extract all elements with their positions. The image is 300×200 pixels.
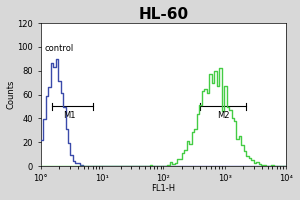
Text: control: control	[44, 44, 74, 53]
Text: M2: M2	[217, 111, 229, 120]
Title: HL-60: HL-60	[138, 7, 188, 22]
Text: M1: M1	[63, 111, 76, 120]
Y-axis label: Counts: Counts	[7, 80, 16, 109]
X-axis label: FL1-H: FL1-H	[151, 184, 175, 193]
